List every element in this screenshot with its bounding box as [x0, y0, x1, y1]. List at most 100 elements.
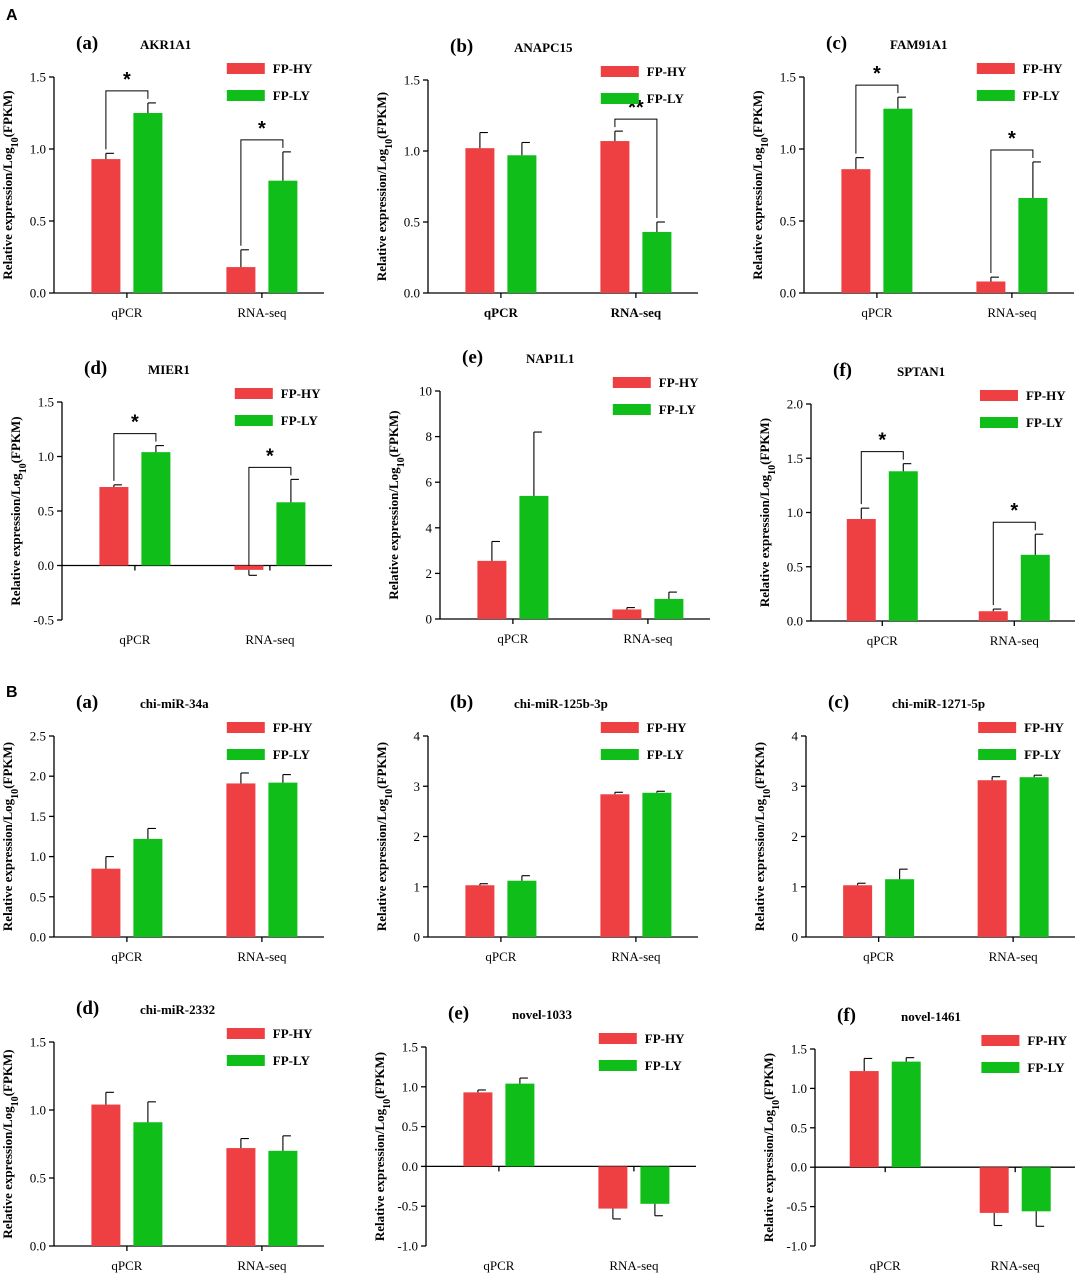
- y-tick-label: 10: [419, 384, 432, 399]
- significance-marker: *: [873, 63, 881, 85]
- bar-fp-hy-qpcr: [91, 868, 121, 937]
- x-tick-label: qPCR: [483, 1258, 514, 1273]
- y-tick-label: 0.5: [791, 1120, 807, 1135]
- y-tick-label: 1.5: [402, 1040, 418, 1055]
- panel-title: NAP1L1: [526, 351, 574, 366]
- y-tick-label: 2: [792, 829, 799, 844]
- significance-marker: *: [1008, 128, 1016, 150]
- legend-label-fp-ly: FP-LY: [659, 402, 697, 417]
- legend-swatch-fp-hy: [234, 388, 273, 399]
- chart-panel-b-c: (c) chi-miR-1271-5p Relative expression/Lo…: [752, 692, 1075, 964]
- panel-letter: (b): [450, 692, 473, 713]
- y-tick-label: 1.0: [38, 449, 54, 464]
- bar-fp-ly-qpcr: [507, 880, 537, 937]
- bar-fp-ly-qpcr: [505, 1083, 535, 1167]
- chart-panel-a-b: (b) ANAPC15 Relative expression/Log10(FPKM…: [374, 36, 698, 320]
- bar-fp-ly-rna-seq: [642, 231, 672, 293]
- x-tick-label: qPCR: [484, 305, 519, 320]
- bar-fp-hy-qpcr: [843, 885, 873, 937]
- panel-title: novel-1033: [512, 1007, 572, 1022]
- legend-label-fp-hy: FP-HY: [273, 61, 313, 76]
- y-tick-label: 0.0: [30, 930, 46, 945]
- legend-label-fp-ly: FP-LY: [1024, 747, 1062, 762]
- legend-label-fp-ly: FP-LY: [273, 1053, 311, 1068]
- legend-label-fp-hy: FP-HY: [647, 720, 687, 735]
- panel-title: chi-miR-34a: [140, 696, 209, 711]
- y-tick-label: 2.0: [30, 769, 46, 784]
- bar-fp-hy-rna-seq: [226, 267, 256, 293]
- panel-title: MIER1: [148, 362, 190, 377]
- legend-label-fp-hy: FP-HY: [647, 64, 687, 79]
- bar-fp-hy-rna-seq: [978, 611, 1008, 621]
- y-axis-label: Relative expression/Log10(FPKM): [372, 1052, 393, 1241]
- significance-marker: *: [131, 412, 139, 434]
- y-tick-label: 8: [426, 429, 433, 444]
- legend-swatch-fp-hy: [612, 377, 651, 388]
- y-tick-label: 1.0: [402, 1079, 418, 1094]
- significance-bracket: [248, 466, 292, 566]
- bar-fp-hy-qpcr: [465, 885, 495, 937]
- legend-swatch-fp-ly: [600, 93, 639, 104]
- x-tick-label: qPCR: [861, 305, 892, 320]
- bar-fp-hy-qpcr: [91, 159, 121, 293]
- y-axis-label: Relative expression/Log10(FPKM): [761, 1053, 782, 1242]
- y-tick-label: 0.5: [780, 214, 796, 229]
- legend-label-fp-hy: FP-HY: [1027, 1033, 1067, 1048]
- legend-swatch-fp-hy: [600, 722, 639, 733]
- chart-panel-b-d: (d) chi-miR-2332 Relative expression/Log10…: [0, 998, 324, 1273]
- panel-letter: (b): [450, 36, 473, 57]
- significance-marker: *: [266, 445, 274, 467]
- y-axis-label: Relative expression/Log10(FPKM): [8, 416, 29, 605]
- bar-fp-ly-qpcr: [885, 879, 915, 937]
- legend-label-fp-ly: FP-LY: [1023, 88, 1061, 103]
- x-tick-label: qPCR: [497, 631, 528, 646]
- bar-fp-hy-rna-seq: [976, 281, 1006, 293]
- bar-fp-ly-rna-seq: [1018, 197, 1048, 293]
- bar-fp-ly-rna-seq: [642, 792, 672, 937]
- legend-swatch-fp-ly: [598, 1060, 637, 1071]
- legend-swatch-fp-hy: [226, 1028, 265, 1039]
- bar-fp-ly-rna-seq: [1021, 1167, 1051, 1212]
- chart-panel-a-e: (e) NAP1L1 Relative expression/Log10(FPKM)…: [386, 347, 710, 646]
- legend-label-fp-hy: FP-HY: [273, 1026, 313, 1041]
- bar-fp-hy-rna-seq: [977, 780, 1007, 937]
- y-tick-label: 0: [426, 612, 433, 627]
- panel-letter: (e): [448, 1003, 469, 1024]
- x-tick-label: qPCR: [870, 1258, 901, 1273]
- legend-label-fp-hy: FP-HY: [645, 1031, 685, 1046]
- panel-title: FAM91A1: [890, 37, 948, 52]
- y-tick-label: 1.5: [787, 451, 803, 466]
- panel-letter: (d): [84, 358, 107, 379]
- y-tick-label: 4: [792, 729, 799, 744]
- y-tick-label: 1.5: [30, 1035, 46, 1050]
- x-tick-label: RNA-seq: [611, 949, 661, 964]
- bar-fp-ly-qpcr: [133, 1122, 163, 1246]
- x-tick-label: RNA-seq: [609, 1258, 659, 1273]
- panel-title: chi-miR-1271-5p: [892, 696, 985, 711]
- panel-letter: (f): [837, 1005, 856, 1026]
- legend-swatch-fp-hy: [976, 63, 1015, 74]
- significance-bracket: [860, 451, 904, 505]
- y-tick-label: 0.5: [30, 889, 46, 904]
- legend-label-fp-ly: FP-LY: [647, 747, 685, 762]
- y-axis-label: Relative expression/Log10(FPKM): [374, 92, 395, 281]
- y-tick-label: 1.0: [791, 1081, 807, 1096]
- chart-panel-b-f: (f) novel-1461 Relative expression/Log10(F…: [761, 1005, 1075, 1273]
- bar-fp-hy-rna-seq: [612, 609, 642, 619]
- legend-label-fp-hy: FP-HY: [273, 720, 313, 735]
- y-tick-label: 0: [414, 930, 421, 945]
- legend-swatch-fp-hy: [978, 722, 1017, 733]
- legend-swatch-fp-ly: [600, 749, 639, 760]
- y-tick-label: 1.0: [30, 142, 46, 157]
- legend-swatch-fp-ly: [978, 749, 1017, 760]
- legend-swatch-fp-ly: [979, 417, 1018, 428]
- legend-swatch-fp-hy: [981, 1035, 1020, 1046]
- x-tick-label: qPCR: [867, 633, 898, 648]
- x-tick-label: qPCR: [119, 632, 150, 647]
- x-tick-label: RNA-seq: [237, 1258, 287, 1273]
- legend-label-fp-ly: FP-LY: [273, 88, 311, 103]
- panel-letter: (e): [462, 347, 483, 368]
- y-axis-label: Relative expression/Log10(FPKM): [0, 90, 21, 279]
- legend-swatch-fp-ly: [226, 90, 265, 101]
